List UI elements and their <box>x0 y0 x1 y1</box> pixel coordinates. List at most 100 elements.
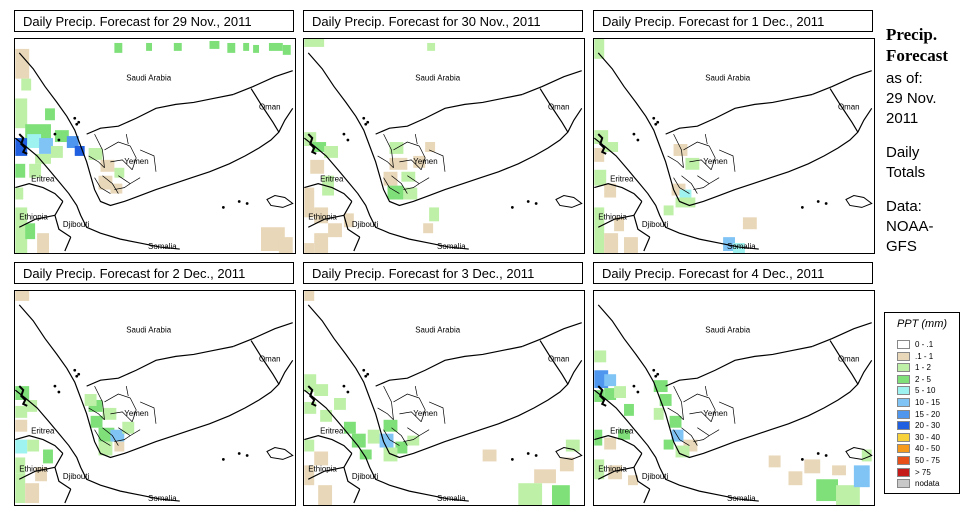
governorate-border <box>708 145 716 170</box>
djibouti-label: Djibouti <box>63 220 90 229</box>
precip-cell <box>100 159 115 172</box>
sidebar-info: Precip. Forecast as of: 29 Nov. 2011 Dai… <box>886 24 971 257</box>
governorate-border <box>693 435 710 442</box>
somalia-label: Somalia <box>727 494 756 503</box>
governorate-border <box>418 397 426 422</box>
governorate-border <box>667 155 684 169</box>
precip-cell <box>604 233 619 253</box>
island-dot <box>221 458 225 461</box>
precip-cell <box>679 189 692 200</box>
island-dot <box>526 200 530 203</box>
island-dot <box>652 368 656 372</box>
precip-cell <box>594 459 605 480</box>
country-border <box>233 70 293 96</box>
precip-cell <box>15 187 24 200</box>
island-dot <box>632 132 636 136</box>
legend-swatch <box>897 467 910 477</box>
island-dot <box>636 138 640 142</box>
island-dot <box>656 372 660 376</box>
precip-cell <box>15 457 26 474</box>
precip-cell <box>15 291 30 301</box>
governorate-border <box>393 393 420 403</box>
precip-cell <box>594 350 607 363</box>
precip-cell <box>278 237 293 253</box>
governorate-border <box>689 411 712 423</box>
precip-cell <box>685 157 700 170</box>
precip-cell <box>663 205 674 216</box>
governorate-border <box>104 141 131 151</box>
precip-cell <box>534 469 556 484</box>
island-dot <box>366 120 370 124</box>
dahlak-archipelago <box>307 133 317 155</box>
oman-label: Oman <box>259 102 281 111</box>
saudi-arabia-label: Saudi Arabia <box>705 74 750 83</box>
precip-cell <box>45 108 55 121</box>
legend-label: 20 - 30 <box>915 421 940 431</box>
country-border <box>304 389 469 502</box>
oman-label: Oman <box>548 102 570 111</box>
eritrea-label: Eritrea <box>610 175 634 184</box>
precip-cell <box>614 217 625 232</box>
yemen-label: Yemen <box>703 409 727 418</box>
panel-title: Daily Precip. Forecast for 3 Dec., 2011 <box>303 262 583 284</box>
legend-swatch <box>897 363 910 373</box>
precip-cell <box>559 457 574 472</box>
precip-cell <box>314 451 329 466</box>
governorate-border <box>94 385 105 420</box>
legend-label: 2 - 5 <box>915 374 932 384</box>
country-border <box>343 453 361 490</box>
island-dot <box>53 132 57 136</box>
island-dot <box>816 200 820 203</box>
precip-cell <box>35 153 51 164</box>
precip-cell <box>304 439 315 452</box>
precip-cell <box>35 467 48 482</box>
precip-cell <box>351 433 366 448</box>
precip-cell <box>804 459 821 474</box>
oman-label: Oman <box>838 102 860 111</box>
governorate-border <box>110 411 133 423</box>
governorate-border <box>683 141 710 151</box>
precip-cell <box>618 429 630 440</box>
island-dot <box>654 122 658 126</box>
precip-cell <box>110 429 125 442</box>
island-dot <box>800 458 804 461</box>
legend-swatch <box>897 386 910 396</box>
precip-cell <box>15 98 28 129</box>
governorate-border <box>391 427 408 446</box>
precip-cell <box>604 374 617 387</box>
country-border <box>812 70 872 96</box>
legend-label: nodata <box>915 479 940 489</box>
governorate-border <box>673 429 690 446</box>
precip-cell <box>15 439 28 454</box>
governorate-border <box>94 429 111 446</box>
governorate-border <box>102 175 119 194</box>
somalia-label: Somalia <box>437 494 466 503</box>
precip-cell <box>110 183 123 194</box>
precip-cell <box>425 142 436 152</box>
precip-cell <box>359 449 372 460</box>
governorate-border <box>403 435 420 442</box>
yemen-label: Yemen <box>413 409 437 418</box>
country-border <box>829 88 859 133</box>
precip-cell <box>15 138 28 156</box>
island-dot <box>362 368 366 372</box>
precip-cell <box>314 233 329 253</box>
precip-cell <box>594 429 603 446</box>
legend-swatch <box>897 456 910 465</box>
precip-cell <box>723 237 735 252</box>
governorate-border <box>114 435 131 442</box>
precip-cell <box>15 48 30 79</box>
governorate-border <box>683 393 710 403</box>
country-border <box>598 214 635 228</box>
country-border <box>15 435 64 454</box>
saudi-arabia-label: Saudi Arabia <box>415 74 460 83</box>
dahlak-archipelago <box>307 385 317 407</box>
data-source-2: GFS <box>886 238 917 255</box>
precip-cell <box>304 243 315 253</box>
country-border <box>15 389 180 502</box>
ethiopia-label: Ethiopia <box>598 212 627 221</box>
panel-title: Daily Precip. Forecast for 2 Dec., 2011 <box>14 262 294 284</box>
precip-cell <box>604 142 619 152</box>
precip-cell <box>27 134 42 148</box>
precip-cell <box>627 475 638 486</box>
